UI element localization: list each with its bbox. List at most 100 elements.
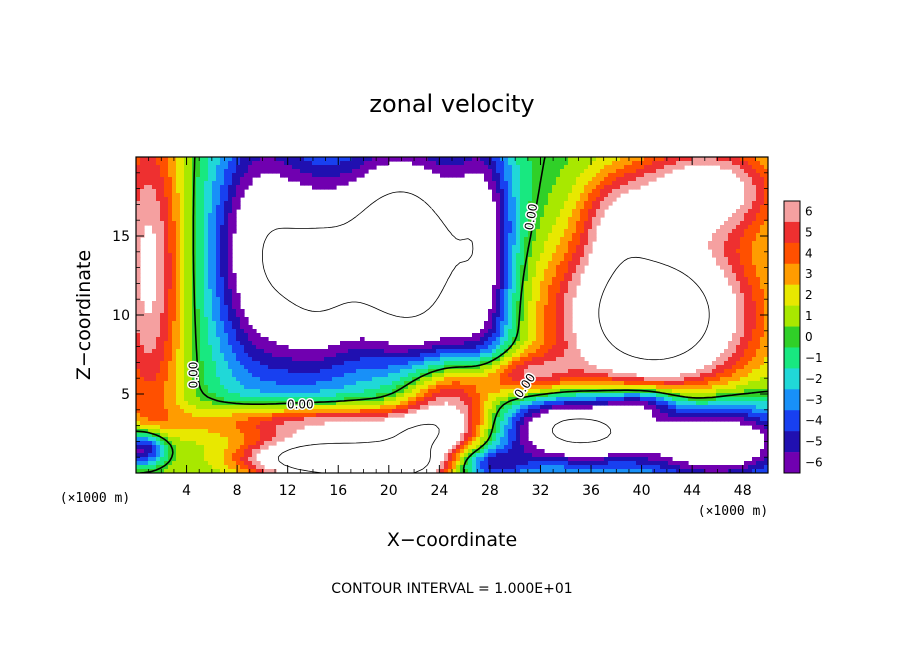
- heatmap-cell: [136, 249, 141, 254]
- heatmap-cell: [456, 377, 461, 382]
- heatmap-cell: [564, 189, 569, 194]
- heatmap-cell: [584, 365, 589, 370]
- heatmap-cell: [720, 381, 725, 386]
- heatmap-cell: [764, 349, 768, 354]
- heatmap-cell: [444, 337, 449, 342]
- heatmap-cell: [536, 237, 541, 242]
- heatmap-cell: [572, 229, 577, 234]
- heatmap-cell: [580, 369, 585, 374]
- heatmap-cell: [188, 185, 193, 190]
- heatmap-cell: [244, 177, 249, 182]
- heatmap-cell: [188, 305, 193, 310]
- heatmap-cell: [544, 229, 549, 234]
- heatmap-cell: [184, 385, 189, 390]
- heatmap-cell: [260, 381, 265, 386]
- heatmap-cell: [552, 357, 557, 362]
- heatmap-cell: [232, 161, 237, 166]
- heatmap-cell: [540, 253, 545, 258]
- heatmap-cell: [208, 309, 213, 314]
- heatmap-cell: [668, 389, 673, 394]
- heatmap-cell: [228, 317, 233, 322]
- heatmap-cell: [512, 329, 517, 334]
- heatmap-cell: [512, 353, 517, 358]
- heatmap-cell: [660, 173, 665, 178]
- heatmap-cell: [620, 389, 625, 394]
- heatmap-cell: [612, 381, 617, 386]
- heatmap-cell: [760, 217, 765, 222]
- heatmap-cell: [544, 305, 549, 310]
- heatmap-cell: [164, 257, 169, 262]
- heatmap-cell: [548, 373, 553, 378]
- heatmap-cell: [212, 177, 217, 182]
- heatmap-cell: [544, 253, 549, 258]
- heatmap-cell: [548, 317, 553, 322]
- heatmap-cell: [480, 393, 485, 398]
- heatmap-cell: [416, 365, 421, 370]
- heatmap-cell: [156, 213, 161, 218]
- heatmap-cell: [224, 197, 229, 202]
- heatmap-cell: [556, 385, 561, 390]
- heatmap-cell: [548, 237, 553, 242]
- heatmap-cell: [188, 245, 193, 250]
- heatmap-cell: [176, 197, 181, 202]
- heatmap-cell: [256, 377, 261, 382]
- heatmap-cell: [444, 361, 449, 366]
- heatmap-cell: [548, 209, 553, 214]
- heatmap-cell: [548, 181, 553, 186]
- heatmap-cell: [740, 277, 745, 282]
- heatmap-cell: [356, 157, 361, 162]
- heatmap-cell: [748, 285, 753, 290]
- heatmap-cell: [644, 381, 649, 386]
- heatmap-cell: [624, 157, 629, 162]
- heatmap-cell: [760, 321, 765, 326]
- heatmap-cell: [512, 225, 517, 230]
- heatmap-cell: [552, 225, 557, 230]
- heatmap-cell: [156, 377, 161, 382]
- heatmap-cell: [160, 309, 165, 314]
- heatmap-cell: [520, 237, 525, 242]
- heatmap-cell: [564, 217, 569, 222]
- heatmap-cell: [140, 365, 145, 370]
- heatmap-cell: [576, 265, 581, 270]
- heatmap-cell: [580, 185, 585, 190]
- heatmap-cell: [336, 357, 341, 362]
- heatmap-cell: [504, 377, 509, 382]
- heatmap-cell: [352, 373, 357, 378]
- heatmap-cell: [556, 349, 561, 354]
- heatmap-cell: [172, 369, 177, 374]
- heatmap-cell: [440, 381, 445, 386]
- heatmap-cell: [200, 341, 205, 346]
- heatmap-cell: [592, 205, 597, 210]
- heatmap-cell: [160, 213, 165, 218]
- heatmap-cell: [140, 169, 145, 174]
- heatmap-cell: [144, 329, 149, 334]
- heatmap-cell: [216, 225, 221, 230]
- heatmap-cell: [456, 373, 461, 378]
- heatmap-cell: [580, 189, 585, 194]
- heatmap-cell: [744, 341, 749, 346]
- heatmap-cell: [728, 233, 733, 238]
- heatmap-cell: [744, 177, 749, 182]
- heatmap-cell: [232, 365, 237, 370]
- heatmap-cell: [720, 373, 725, 378]
- heatmap-cell: [536, 365, 541, 370]
- heatmap-cell: [228, 277, 233, 282]
- heatmap-cell: [372, 165, 377, 170]
- heatmap-cell: [560, 205, 565, 210]
- heatmap-cell: [228, 229, 233, 234]
- heatmap-cell: [272, 161, 277, 166]
- heatmap-cell: [524, 225, 529, 230]
- heatmap-cell: [460, 165, 465, 170]
- heatmap-cell: [148, 357, 153, 362]
- heatmap-cell: [272, 165, 277, 170]
- heatmap-cell: [516, 309, 521, 314]
- heatmap-cell: [464, 341, 469, 346]
- heatmap-cell: [724, 249, 729, 254]
- heatmap-cell: [196, 165, 201, 170]
- heatmap-cell: [444, 365, 449, 370]
- heatmap-cell: [304, 161, 309, 166]
- heatmap-cell: [592, 193, 597, 198]
- heatmap-cell: [172, 337, 177, 342]
- heatmap-cell: [236, 161, 241, 166]
- heatmap-cell: [580, 181, 585, 186]
